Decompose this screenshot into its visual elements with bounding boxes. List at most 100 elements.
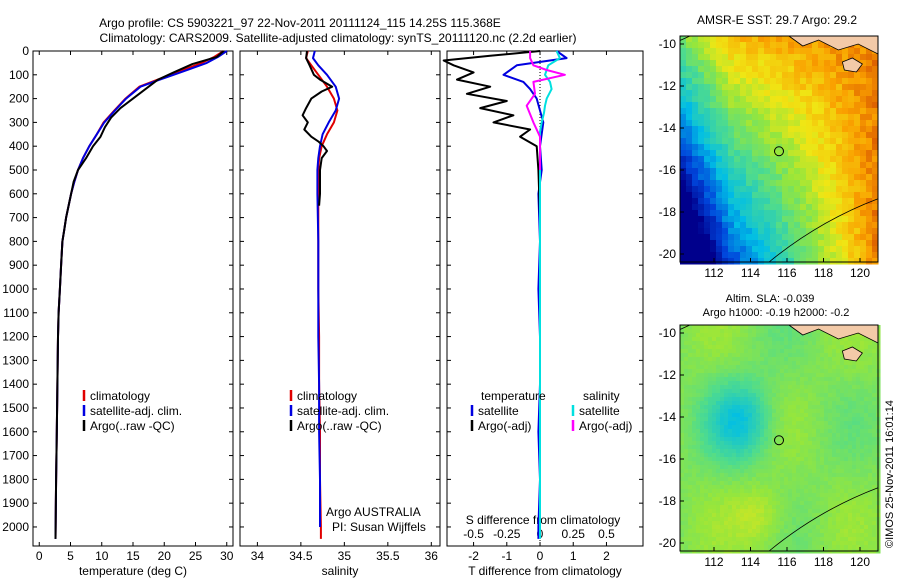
map-cell bbox=[872, 541, 877, 546]
map-cell bbox=[680, 477, 685, 482]
map-cell bbox=[864, 397, 869, 402]
map-cell bbox=[806, 54, 813, 61]
map-cell bbox=[852, 457, 857, 462]
map-cell bbox=[818, 66, 825, 73]
map-cell bbox=[832, 337, 837, 342]
map-cell bbox=[708, 497, 713, 502]
map-cell bbox=[792, 429, 797, 434]
map-cell bbox=[860, 144, 867, 151]
map-cell bbox=[818, 90, 825, 97]
map-cell bbox=[722, 162, 729, 169]
map-cell bbox=[732, 365, 737, 370]
map-cell bbox=[708, 485, 713, 490]
map-cell bbox=[836, 433, 841, 438]
map-cell bbox=[824, 409, 829, 414]
map-cell bbox=[704, 333, 709, 338]
map-cell bbox=[824, 144, 831, 151]
map-cell bbox=[864, 473, 869, 478]
map-cell bbox=[740, 537, 745, 542]
map-cell bbox=[752, 385, 757, 390]
map-cell bbox=[782, 114, 789, 121]
map-cell bbox=[816, 333, 821, 338]
map-cell bbox=[700, 369, 705, 374]
map-cell bbox=[722, 246, 729, 253]
map-cell bbox=[710, 198, 717, 205]
map-cell bbox=[800, 385, 805, 390]
map-cell bbox=[854, 138, 861, 145]
map-cell bbox=[854, 84, 861, 91]
map-cell bbox=[792, 493, 797, 498]
map-cell bbox=[816, 545, 821, 550]
map-cell bbox=[796, 505, 801, 510]
map-cell bbox=[710, 162, 717, 169]
map-cell bbox=[688, 365, 693, 370]
map-cell bbox=[728, 150, 735, 157]
map-cell bbox=[756, 337, 761, 342]
map-cell bbox=[830, 96, 837, 103]
x-tick-label-difference: -1 bbox=[501, 549, 512, 563]
map-cell bbox=[820, 337, 825, 342]
s-tick-label: 0.25 bbox=[562, 527, 586, 541]
map-cell bbox=[746, 228, 753, 235]
map-cell bbox=[710, 84, 717, 91]
map-cell bbox=[760, 469, 765, 474]
map-cell bbox=[848, 481, 853, 486]
map-cell bbox=[734, 186, 741, 193]
map-cell bbox=[864, 481, 869, 486]
map-cell bbox=[740, 345, 745, 350]
map-cell bbox=[866, 252, 873, 259]
map-cell bbox=[692, 473, 697, 478]
map-cell bbox=[740, 333, 745, 338]
map-cell bbox=[812, 210, 819, 217]
map-cell bbox=[704, 349, 709, 354]
map-cell bbox=[698, 180, 705, 187]
map-cell bbox=[804, 337, 809, 342]
map-cell bbox=[832, 461, 837, 466]
map-cell bbox=[768, 481, 773, 486]
map-cell bbox=[800, 84, 807, 91]
map-cell bbox=[732, 349, 737, 354]
map-cell bbox=[816, 381, 821, 386]
map-cell bbox=[820, 417, 825, 422]
map-cell bbox=[724, 545, 729, 550]
map-cell bbox=[696, 369, 701, 374]
map-cell bbox=[692, 156, 699, 163]
map-cell bbox=[744, 429, 749, 434]
map-cell bbox=[684, 373, 689, 378]
map-cell bbox=[716, 361, 721, 366]
map-cell bbox=[800, 48, 807, 55]
y-tick-label: 0 bbox=[22, 44, 29, 58]
map-cell bbox=[710, 126, 717, 133]
map-cell bbox=[828, 481, 833, 486]
map-cell bbox=[758, 156, 765, 163]
map-cell bbox=[860, 533, 865, 538]
map-cell bbox=[740, 477, 745, 482]
map-cell bbox=[780, 385, 785, 390]
map-cell bbox=[732, 325, 737, 330]
map-cell bbox=[800, 198, 807, 205]
map-cell bbox=[784, 377, 789, 382]
map-cell bbox=[746, 42, 753, 49]
map-cell bbox=[696, 441, 701, 446]
map-cell bbox=[696, 473, 701, 478]
map-cell bbox=[776, 345, 781, 350]
map-cell bbox=[864, 381, 869, 386]
map-cell bbox=[804, 377, 809, 382]
map-cell bbox=[776, 501, 781, 506]
x-tick-label-temperature: 0 bbox=[36, 549, 43, 563]
map-cell bbox=[756, 545, 761, 550]
map-cell bbox=[684, 501, 689, 506]
map-cell bbox=[728, 138, 735, 145]
map-cell bbox=[680, 533, 685, 538]
map-cell bbox=[866, 222, 873, 229]
map-cell bbox=[848, 96, 855, 103]
map-cell bbox=[722, 126, 729, 133]
map-cell bbox=[716, 349, 721, 354]
map-cell bbox=[712, 421, 717, 426]
map-cell bbox=[768, 465, 773, 470]
map-cell bbox=[792, 361, 797, 366]
map-cell bbox=[728, 341, 733, 346]
map-cell bbox=[770, 168, 777, 175]
map-cell bbox=[796, 373, 801, 378]
map-cell bbox=[844, 397, 849, 402]
